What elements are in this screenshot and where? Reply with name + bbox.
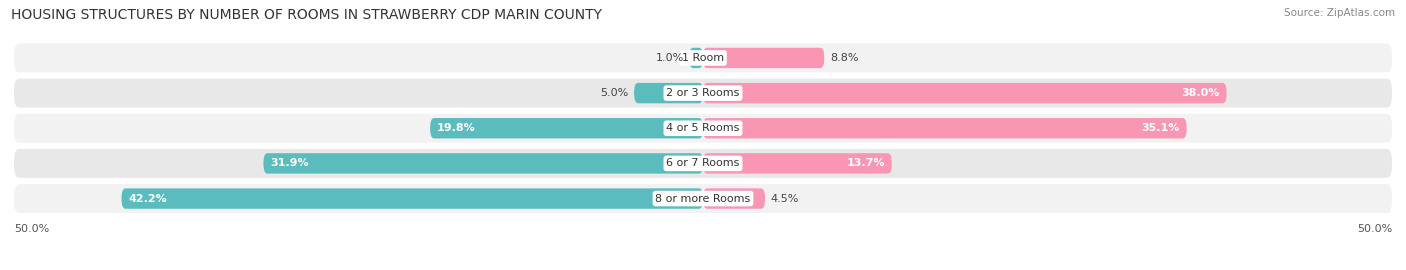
Text: 50.0%: 50.0% (14, 224, 49, 234)
FancyBboxPatch shape (14, 43, 1392, 72)
FancyBboxPatch shape (689, 48, 703, 68)
Text: 31.9%: 31.9% (270, 158, 309, 168)
Text: Source: ZipAtlas.com: Source: ZipAtlas.com (1284, 8, 1395, 18)
FancyBboxPatch shape (121, 188, 703, 209)
Text: 4 or 5 Rooms: 4 or 5 Rooms (666, 123, 740, 133)
FancyBboxPatch shape (14, 149, 1392, 178)
Text: 8.8%: 8.8% (830, 53, 858, 63)
Text: HOUSING STRUCTURES BY NUMBER OF ROOMS IN STRAWBERRY CDP MARIN COUNTY: HOUSING STRUCTURES BY NUMBER OF ROOMS IN… (11, 8, 602, 22)
FancyBboxPatch shape (14, 184, 1392, 213)
Text: 6 or 7 Rooms: 6 or 7 Rooms (666, 158, 740, 168)
Text: 8 or more Rooms: 8 or more Rooms (655, 194, 751, 204)
FancyBboxPatch shape (14, 79, 1392, 107)
Text: 50.0%: 50.0% (1357, 224, 1392, 234)
Text: 2 or 3 Rooms: 2 or 3 Rooms (666, 88, 740, 98)
Text: 13.7%: 13.7% (846, 158, 884, 168)
FancyBboxPatch shape (263, 153, 703, 174)
Text: 38.0%: 38.0% (1181, 88, 1219, 98)
Text: 19.8%: 19.8% (437, 123, 475, 133)
Text: 1.0%: 1.0% (655, 53, 683, 63)
FancyBboxPatch shape (703, 118, 1187, 139)
Text: 35.1%: 35.1% (1142, 123, 1180, 133)
FancyBboxPatch shape (430, 118, 703, 139)
Text: 4.5%: 4.5% (770, 194, 799, 204)
FancyBboxPatch shape (703, 48, 824, 68)
FancyBboxPatch shape (703, 188, 765, 209)
FancyBboxPatch shape (634, 83, 703, 103)
FancyBboxPatch shape (703, 83, 1226, 103)
Text: 42.2%: 42.2% (128, 194, 167, 204)
FancyBboxPatch shape (14, 114, 1392, 143)
Text: 5.0%: 5.0% (600, 88, 628, 98)
Text: 1 Room: 1 Room (682, 53, 724, 63)
FancyBboxPatch shape (703, 153, 891, 174)
